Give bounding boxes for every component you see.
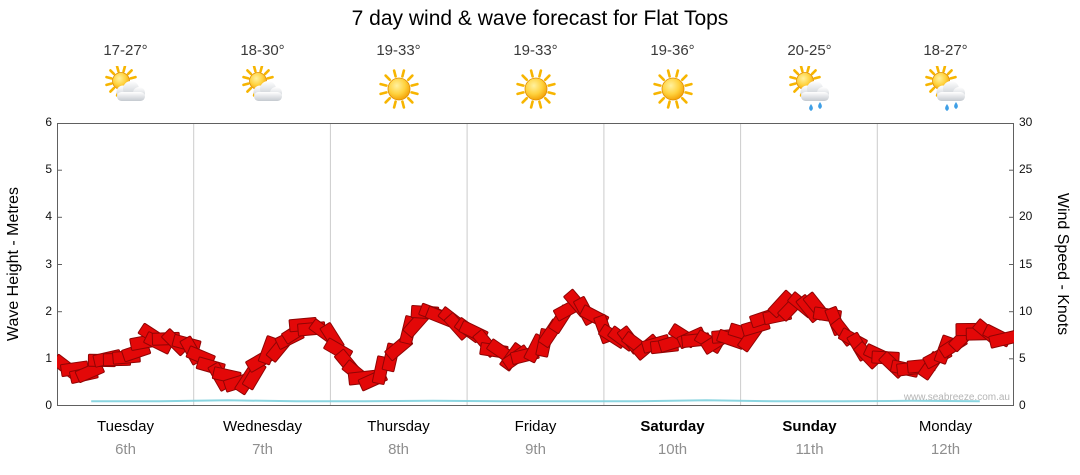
weather-icon-graphic	[104, 65, 145, 101]
day-date: 9th	[525, 441, 546, 458]
y-axis-tick: 5	[45, 162, 52, 177]
day-name: Tuesday	[97, 418, 154, 435]
weather-icon-graphic	[788, 65, 829, 111]
day-label: Friday 9th	[467, 418, 604, 458]
weather-icon-partly-cloudy	[194, 65, 331, 112]
right-axis-title: Wind Speed - Knots	[1054, 192, 1071, 336]
day-label: Saturday 10th	[604, 418, 741, 458]
day-column-header: 19-36°	[604, 42, 741, 112]
day-date: 7th	[252, 441, 273, 458]
y-axis-tick: 0	[45, 398, 52, 412]
weather-icon-graphic	[924, 65, 965, 111]
day-label: Wednesday 7th	[194, 418, 331, 458]
y-axis-tick: 1	[45, 350, 52, 365]
y-axis-tick: 25	[1019, 162, 1033, 177]
day-temp: 18-27°	[923, 42, 968, 59]
day-temp: 20-25°	[787, 42, 832, 59]
day-date: 6th	[115, 441, 136, 458]
day-date: 12th	[930, 441, 961, 458]
day-column-header: 19-33°	[330, 42, 467, 112]
y-axis-tick: 10	[1019, 303, 1033, 318]
y-axis-tick: 30	[1019, 115, 1033, 129]
plot-area	[51, 122, 1019, 407]
y-axis-tick: 6	[45, 115, 52, 129]
day-column-header: 19-33°	[467, 42, 604, 112]
day-name: Thursday	[367, 418, 430, 435]
watermark: www.seabreeze.com.au	[903, 392, 1010, 403]
day-name: Saturday	[640, 418, 705, 435]
day-temp: 19-33°	[376, 42, 421, 59]
y-axis-tick: 20	[1019, 209, 1033, 224]
weather-icon-showers	[877, 65, 1014, 112]
weather-icon-graphic	[241, 65, 282, 101]
day-label: Thursday 8th	[330, 418, 467, 458]
day-temp: 19-36°	[650, 42, 695, 59]
day-column-header: 18-27°	[877, 42, 1014, 112]
day-name: Monday	[918, 418, 973, 435]
day-date: 10th	[657, 441, 688, 458]
weather-icon-graphic	[515, 69, 556, 109]
weather-icon-graphic	[378, 69, 419, 109]
day-column-header: 20-25°	[741, 42, 878, 112]
y-axis-tick: 0	[1019, 398, 1026, 412]
forecast-plot	[51, 122, 1019, 407]
day-label: Tuesday 6th	[57, 418, 194, 458]
day-column-header: 18-30°	[194, 42, 331, 112]
y-axis-tick: 15	[1019, 256, 1033, 271]
day-temp: 18-30°	[240, 42, 285, 59]
y-axis-tick: 4	[45, 209, 52, 224]
weather-icon-showers	[741, 65, 878, 112]
weather-icon-graphic	[652, 69, 693, 109]
day-temp: 17-27°	[103, 42, 148, 59]
y-axis-tick: 3	[45, 256, 52, 271]
y-axis-tick: 2	[45, 303, 52, 318]
y-axis-tick: 5	[1019, 350, 1026, 365]
day-column-header: 17-27°	[57, 42, 194, 112]
weather-icon-sunny	[330, 66, 467, 112]
day-label: Monday 12th	[877, 418, 1014, 458]
day-date: 8th	[388, 441, 409, 458]
day-temp: 19-33°	[513, 42, 558, 59]
weather-icon-sunny	[604, 66, 741, 112]
day-label: Sunday 11th	[741, 418, 878, 458]
left-axis-title: Wave Height - Metres	[5, 186, 22, 342]
day-name: Wednesday	[223, 418, 302, 435]
chart-title: 7 day wind & wave forecast for Flat Tops	[351, 7, 729, 30]
day-date: 11th	[795, 441, 824, 458]
weather-icon-partly-cloudy	[57, 65, 194, 112]
day-name: Sunday	[782, 418, 837, 435]
day-name: Friday	[514, 418, 557, 435]
weather-icon-sunny	[467, 66, 604, 112]
